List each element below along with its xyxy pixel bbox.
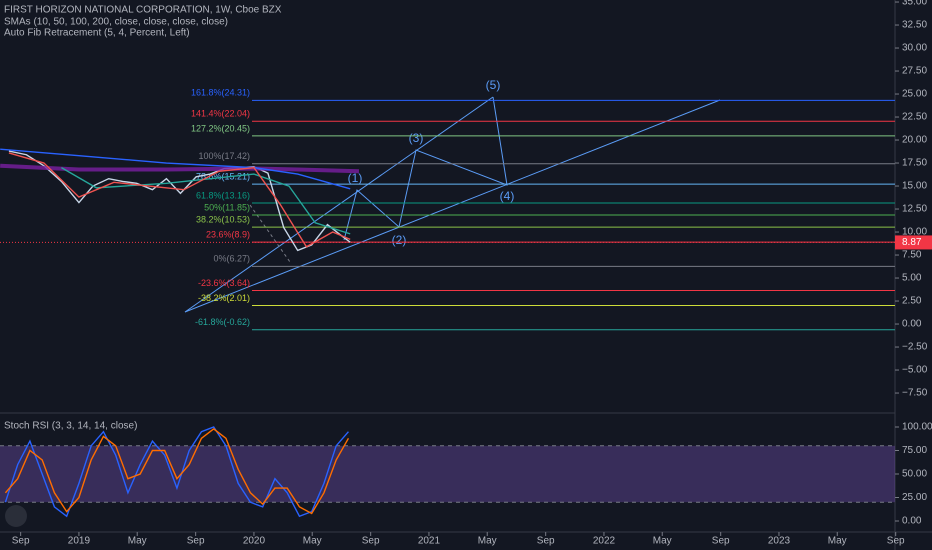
series-line <box>4 428 350 515</box>
wave-label: (2) <box>392 233 407 247</box>
wave-label: (1) <box>348 171 363 185</box>
x-tick-label: Sep <box>887 536 905 547</box>
wave-label: (5) <box>486 78 501 92</box>
x-tick-label: Sep <box>712 536 730 547</box>
fib-label: 0%(6.27) <box>213 254 250 264</box>
fib-label: 141.4%(22.04) <box>191 109 250 119</box>
y-tick-label: 75.00 <box>902 445 927 456</box>
y-tick-label: 100.00 <box>902 422 932 433</box>
series-line <box>0 163 360 174</box>
y-tick-label: 22.50 <box>902 112 927 123</box>
trend-line <box>184 96 494 313</box>
pane-title: Stoch RSI (3, 3, 14, 14, close) <box>4 421 137 432</box>
fib-label: 78.6%(15.21) <box>196 171 250 181</box>
x-tick-label: Sep <box>12 536 30 547</box>
y-tick-label: 50.00 <box>902 469 927 480</box>
y-tick-label: 12.50 <box>902 204 927 215</box>
y-tick-label: 5.00 <box>902 273 922 284</box>
fib-label: 61.8%(13.16) <box>196 190 250 200</box>
y-tick-label: 30.00 <box>902 43 927 54</box>
x-tick-label: Sep <box>362 536 380 547</box>
y-tick-label: 7.50 <box>902 250 922 261</box>
wave-path <box>343 96 508 241</box>
chart-title: FIRST HORIZON NATIONAL CORPORATION, 1W, … <box>4 5 282 16</box>
wave-label: (3) <box>409 131 424 145</box>
fib-label: 100%(17.42) <box>198 151 250 161</box>
y-tick-label: 20.00 <box>902 135 927 146</box>
rsi-band <box>0 445 895 503</box>
indicator-label: Auto Fib Retracement (5, 4, Percent, Lef… <box>4 28 190 39</box>
x-tick-label: May <box>828 536 847 547</box>
x-tick-label: May <box>478 536 497 547</box>
last-price-box <box>895 235 932 250</box>
x-tick-label: 2020 <box>243 536 266 547</box>
x-tick-label: Sep <box>537 536 555 547</box>
y-tick-label: 27.50 <box>902 66 927 77</box>
x-tick-label: 2022 <box>593 536 616 547</box>
y-tick-label: 17.50 <box>902 158 927 169</box>
logo[interactable] <box>5 505 27 527</box>
y-tick-label: 32.50 <box>902 20 927 31</box>
series-line <box>0 148 351 190</box>
fib-label: 38.2%(10.53) <box>196 215 250 225</box>
fib-label: -38.2%(2.01) <box>198 293 250 303</box>
x-tick-label: 2019 <box>68 536 91 547</box>
y-tick-label: 25.00 <box>902 89 927 100</box>
y-tick-label: 0.00 <box>902 516 922 527</box>
y-tick-label: −5.00 <box>902 365 928 376</box>
y-tick-label: −2.50 <box>902 342 928 353</box>
y-tick-label: −7.50 <box>902 388 928 399</box>
x-tick-label: May <box>303 536 322 547</box>
fib-label: 50%(11.85) <box>204 202 250 212</box>
wave-label: (4) <box>500 189 515 203</box>
series-line <box>8 150 351 252</box>
drawings <box>184 96 721 313</box>
fib-label: -61.8%(-0.62) <box>195 317 250 327</box>
x-tick-label: 2021 <box>418 536 441 547</box>
x-tick-label: Sep <box>187 536 205 547</box>
fib-label: 127.2%(20.45) <box>191 123 250 133</box>
trend-line <box>184 99 721 313</box>
y-tick-label: 10.00 <box>902 227 927 238</box>
x-tick-label: May <box>653 536 672 547</box>
series-line <box>8 152 351 248</box>
series-line <box>61 167 351 235</box>
y-tick-label: 15.00 <box>902 181 927 192</box>
fib-label: 161.8%(24.31) <box>191 88 250 98</box>
indicator-label: SMAs (10, 50, 100, 200, close, close, cl… <box>4 17 228 28</box>
y-tick-label: 0.00 <box>902 319 922 330</box>
last-price-label: 8.87 <box>902 237 922 248</box>
x-tick-label: May <box>128 536 147 547</box>
y-tick-label: 35.00 <box>902 0 927 8</box>
fib-label: 23.6%(8.9) <box>206 230 250 240</box>
series-line <box>4 426 349 518</box>
y-tick-label: 25.00 <box>902 492 927 503</box>
y-tick-label: 2.50 <box>902 296 922 307</box>
x-tick-label: 2023 <box>768 536 791 547</box>
fib-label: -23.6%(3.64) <box>198 278 250 288</box>
